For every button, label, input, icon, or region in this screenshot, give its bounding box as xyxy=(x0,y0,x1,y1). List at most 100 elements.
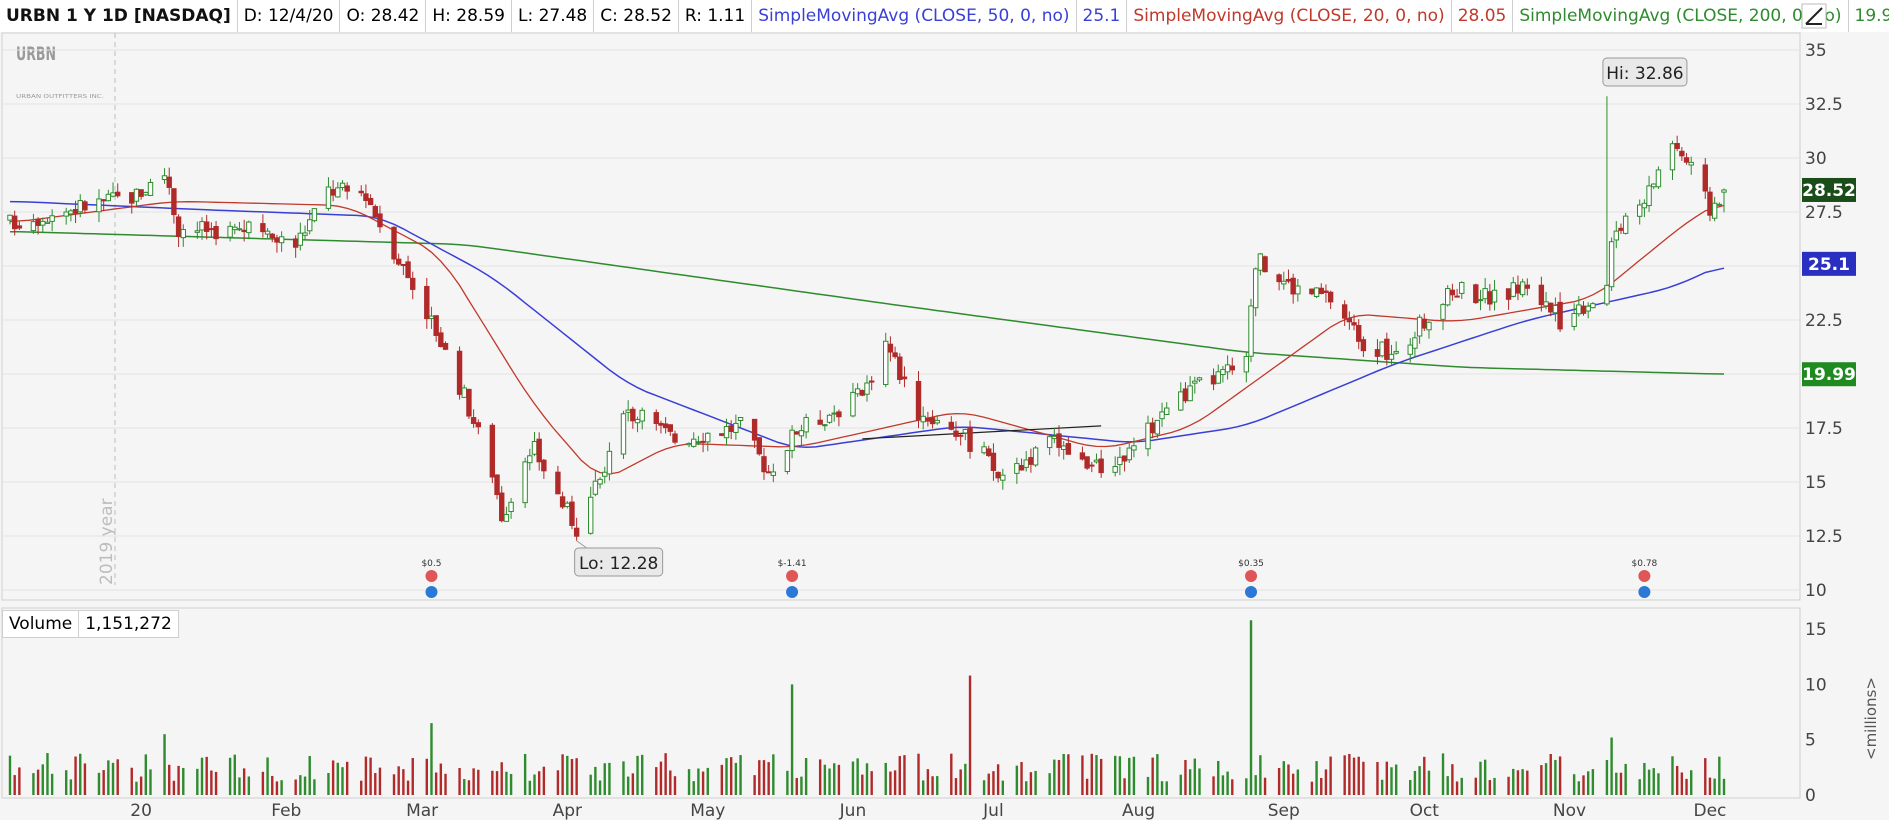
candle-body xyxy=(424,285,430,320)
candle-body xyxy=(986,448,992,457)
candle-body xyxy=(236,228,243,231)
candle-body xyxy=(784,450,791,472)
volume-bar xyxy=(1647,769,1651,795)
volume-bar xyxy=(594,766,597,795)
candle-body xyxy=(751,418,758,441)
candle-body xyxy=(213,225,219,240)
candle-body xyxy=(822,424,828,427)
volume-bar xyxy=(392,774,396,795)
volume-bar xyxy=(561,754,564,795)
sma200-label[interactable]: SimpleMovingAvg (CLOSE, 200, 0, no) xyxy=(1513,0,1849,32)
candle-body xyxy=(292,238,299,248)
sma50-value: 25.1 xyxy=(1076,0,1128,32)
candle-body xyxy=(1051,435,1058,440)
candle-body xyxy=(1276,274,1282,283)
volume-bar xyxy=(1081,755,1084,795)
candle-body xyxy=(1473,284,1479,304)
candle-body xyxy=(1079,452,1086,460)
candle-body xyxy=(1651,183,1657,188)
candle-body xyxy=(850,391,856,417)
volume-bar xyxy=(1287,764,1290,795)
candle-body xyxy=(1360,339,1367,352)
volume-bar xyxy=(308,755,311,795)
candle-body xyxy=(1412,337,1418,349)
volume-bar xyxy=(1352,757,1356,795)
candle-body xyxy=(49,215,55,222)
volume-bar xyxy=(1277,767,1281,795)
volume-bar xyxy=(345,761,349,795)
volume-tick-label: 15 xyxy=(1805,620,1827,640)
volume-bar xyxy=(1020,761,1023,795)
candle-body xyxy=(864,382,870,395)
volume-label[interactable]: Volume xyxy=(2,610,80,638)
candle-body xyxy=(82,201,88,211)
candle-body xyxy=(1252,268,1259,309)
volume-bar xyxy=(1015,765,1019,795)
volume-bar xyxy=(271,775,274,795)
price-tick-label: 25 xyxy=(1805,257,1827,277)
volume-bar xyxy=(1582,775,1585,795)
volume-bar xyxy=(992,771,995,795)
volume-bar xyxy=(1114,755,1117,795)
volume-bar xyxy=(210,770,213,795)
volume-bar xyxy=(1591,769,1595,795)
volume-bar xyxy=(964,763,967,795)
volume-bar xyxy=(804,758,808,795)
chart-header: URBN 1 Y 1D [NASDAQ] D: 12/4/20 O: 28.42… xyxy=(0,0,1889,32)
volume-bar xyxy=(69,779,73,795)
volume-bar xyxy=(135,781,138,795)
candle-body xyxy=(307,219,313,232)
candle-body xyxy=(208,228,215,231)
sma50-label[interactable]: SimpleMovingAvg (CLOSE, 50, 0, no) xyxy=(752,0,1077,32)
range-value: R: 1.11 xyxy=(678,0,753,32)
volume-bar xyxy=(1179,774,1182,795)
symbol-label[interactable]: URBN 1 Y 1D [NASDAQ] xyxy=(0,0,238,32)
candle-body xyxy=(367,197,374,206)
volume-bar xyxy=(1540,765,1543,795)
volume-bar xyxy=(631,773,635,795)
company-logo: URBN URBAN OUTFITTERS INC. xyxy=(16,43,105,100)
volume-bar xyxy=(926,769,930,795)
volume-bar xyxy=(177,765,180,795)
volume-bar xyxy=(1184,760,1187,795)
sma20-label[interactable]: SimpleMovingAvg (CLOSE, 20, 0, no) xyxy=(1127,0,1452,32)
volume-bar xyxy=(1118,756,1122,795)
sma200-badge: 19.99 xyxy=(1802,365,1856,385)
volume-bar xyxy=(982,780,986,795)
candle-body xyxy=(456,350,463,395)
candle-body xyxy=(1295,285,1301,295)
volume-bar xyxy=(1409,779,1412,795)
candle-body xyxy=(475,422,482,428)
volume-bar xyxy=(865,763,869,795)
volume-bar xyxy=(97,772,101,795)
volume-bar xyxy=(1259,755,1262,795)
candle-body xyxy=(1655,169,1662,188)
volume-bar xyxy=(889,771,892,795)
candle-body xyxy=(1491,289,1498,303)
volume-bar xyxy=(107,760,110,795)
candle-body xyxy=(1145,422,1151,450)
candle-body xyxy=(597,478,603,485)
candle-body xyxy=(1721,189,1727,193)
volume-bar xyxy=(1657,773,1660,795)
candle-body xyxy=(1351,322,1357,326)
volume-bar xyxy=(1671,756,1674,795)
candle-body xyxy=(662,423,669,429)
volume-bar xyxy=(1394,764,1398,795)
price-tick-label: 30 xyxy=(1805,149,1827,169)
candle-body xyxy=(1548,302,1554,313)
volume-bar xyxy=(1610,737,1613,795)
volume-bar xyxy=(275,781,279,795)
candle-body xyxy=(166,176,172,188)
volume-bar xyxy=(116,759,119,795)
volume-bar xyxy=(46,753,49,795)
volume-bar xyxy=(1451,764,1454,795)
candle-body xyxy=(1449,289,1456,296)
candle-body xyxy=(232,226,238,231)
candle-body xyxy=(1257,253,1264,271)
candle-body xyxy=(1416,316,1423,337)
volume-bar xyxy=(1586,771,1590,795)
candle-body xyxy=(1149,422,1156,434)
volume-bar xyxy=(1423,756,1426,795)
candle-body xyxy=(1707,191,1713,216)
